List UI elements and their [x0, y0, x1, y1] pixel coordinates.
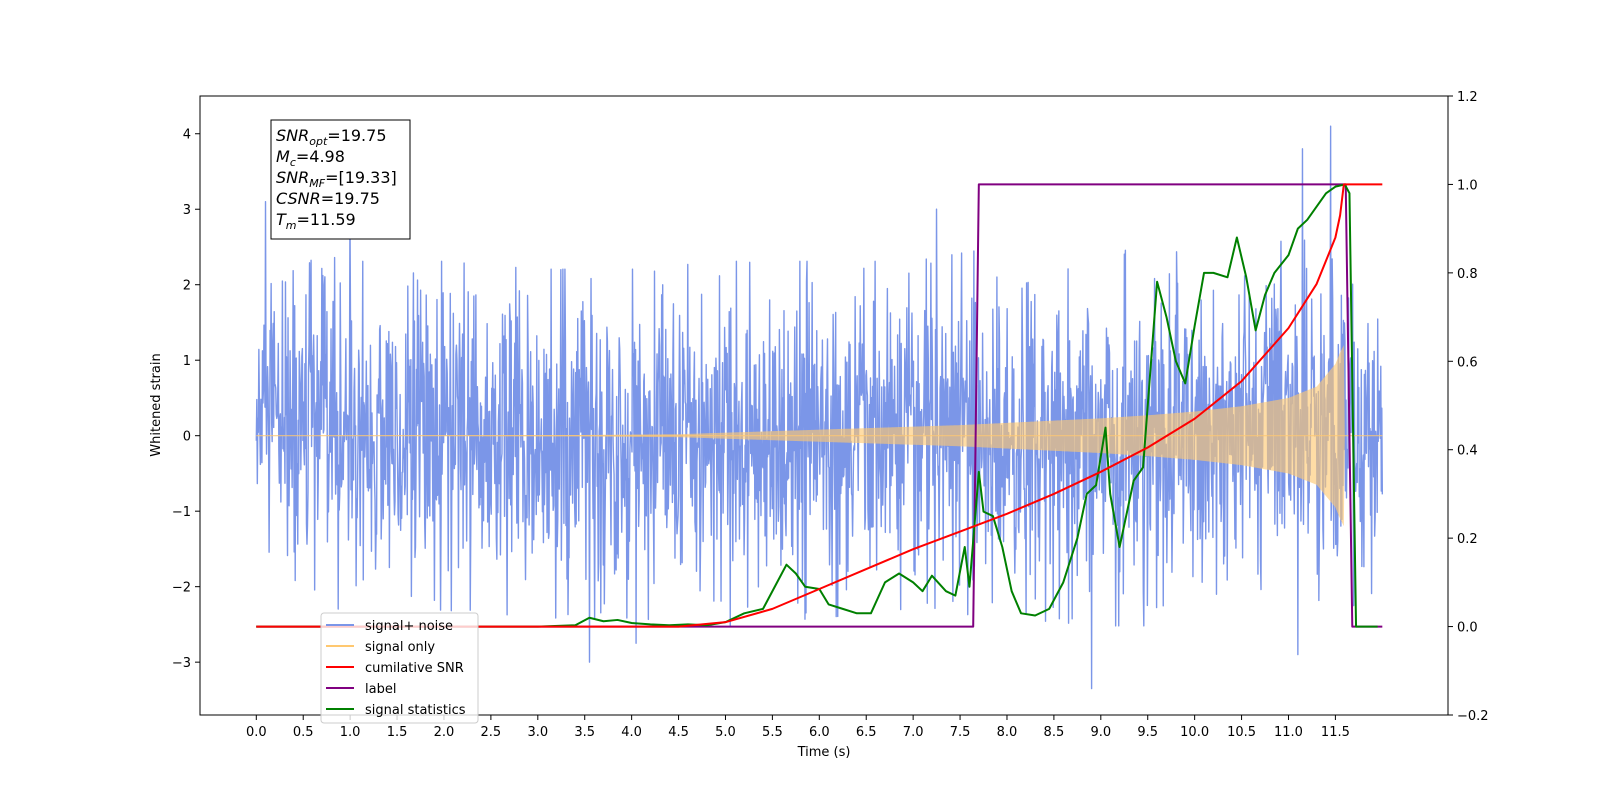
- legend-label: label: [365, 682, 396, 697]
- x-tick-label: 8.5: [1044, 725, 1065, 740]
- x-tick-label: 9.5: [1137, 725, 1158, 740]
- series-signal-statistics: [256, 183, 1378, 628]
- right-y-tick-label: −0.2: [1457, 709, 1489, 724]
- x-tick-label: 11.0: [1274, 725, 1303, 740]
- x-tick-label: 2.0: [434, 725, 455, 740]
- annotation-symbol: SNR: [276, 168, 309, 187]
- right-y-tick-label: 0.0: [1457, 621, 1478, 636]
- right-y-tick-label: 0.8: [1457, 267, 1478, 282]
- left-y-tick-label: 4: [183, 128, 191, 143]
- x-tick-label: 0.0: [246, 725, 267, 740]
- right-y-tick-label: 1.2: [1457, 90, 1478, 105]
- right-y-axis-ticks: −0.2 0.0 0.2 0.4 0.6 0.8 1.0 1.2: [1448, 90, 1489, 724]
- y-axis-label: Whitened strain: [149, 353, 164, 456]
- right-y-tick-label: 1.0: [1457, 178, 1478, 193]
- x-tick-label: 0.5: [293, 725, 314, 740]
- left-y-tick-label: −2: [172, 581, 191, 596]
- annotation-symbol: T: [276, 210, 287, 229]
- legend: signal+ noise signal only cumilative SNR la…: [320, 612, 479, 724]
- annotation-line: Mc=4.98: [276, 147, 345, 169]
- legend-label: cumilative SNR: [365, 661, 464, 676]
- plot-frame: [199, 95, 1449, 716]
- legend-label: signal statistics: [365, 703, 466, 718]
- annotation-symbol: M: [276, 147, 290, 166]
- annotation-line: Tm=11.59: [276, 210, 356, 232]
- annotation-value: =19.75: [327, 126, 386, 145]
- left-y-tick-label: −3: [172, 656, 191, 671]
- plot-series-layer: [255, 125, 1384, 690]
- x-tick-label: 2.5: [481, 725, 502, 740]
- x-tick-label: 7.0: [903, 725, 924, 740]
- x-tick-label: 3.0: [527, 725, 548, 740]
- x-tick-label: 1.0: [340, 725, 361, 740]
- x-tick-label: 4.5: [668, 725, 689, 740]
- x-tick-label: 10.5: [1227, 725, 1256, 740]
- annotation-value: =[19.33]: [325, 168, 397, 187]
- x-tick-label: 7.5: [950, 725, 971, 740]
- right-y-tick-label: 0.4: [1457, 444, 1478, 459]
- annotation-line: SNRopt=19.75: [276, 126, 387, 148]
- annotation-subscript: m: [286, 219, 297, 232]
- legend-label: signal+ noise: [365, 619, 453, 634]
- annotation-value: =4.98: [296, 147, 345, 166]
- left-y-tick-label: 3: [183, 203, 191, 218]
- left-y-tick-label: 2: [183, 279, 191, 294]
- annotation-subscript: MF: [309, 177, 325, 190]
- x-axis-label: Time (s): [797, 745, 851, 760]
- left-y-tick-label: 1: [183, 354, 191, 369]
- annotation-subscript: c: [290, 156, 296, 169]
- x-tick-label: 11.5: [1321, 725, 1350, 740]
- x-tick-label: 9.0: [1090, 725, 1111, 740]
- right-y-tick-label: 0.2: [1457, 532, 1478, 547]
- annotation-value: =19.75: [321, 189, 380, 208]
- x-axis-ticks: 0.0 0.5 1.0 1.5 2.0 2.5 3.0 3.5 4.0 4.5 5.0 5.5 6.0 6…: [246, 715, 1350, 740]
- annotation-subscript: opt: [309, 135, 328, 148]
- left-y-tick-label: −1: [172, 505, 191, 520]
- x-tick-label: 8.0: [997, 725, 1018, 740]
- x-tick-label: 6.0: [809, 725, 830, 740]
- annotation-symbol: CSNR: [276, 189, 321, 208]
- legend-frame: [320, 612, 479, 724]
- series-cumilative-snr: [256, 183, 1383, 628]
- annotation-value: =11.59: [297, 210, 356, 229]
- x-tick-label: 6.5: [856, 725, 877, 740]
- legend-label: signal only: [365, 640, 435, 655]
- x-tick-label: 4.0: [621, 725, 642, 740]
- right-y-tick-label: 0.6: [1457, 355, 1478, 370]
- x-tick-label: 1.5: [387, 725, 408, 740]
- x-tick-label: 10.0: [1180, 725, 1209, 740]
- x-tick-label: 5.0: [715, 725, 736, 740]
- annotation-symbol: SNR: [276, 126, 309, 145]
- left-y-axis-ticks: −3 −2 −1 0 1 2 3 4: [172, 128, 200, 671]
- axes-frame: [199, 95, 1449, 716]
- left-y-tick-label: 0: [183, 430, 191, 445]
- x-tick-label: 5.5: [762, 725, 783, 740]
- annotation-line: CSNR=19.75: [276, 189, 380, 208]
- annotation-frame: [270, 119, 411, 240]
- annotation-line: SNRMF=[19.33]: [276, 168, 397, 190]
- annotation-box: SNRopt=19.75Mc=4.98SNRMF=[19.33]CSNR=19.…: [270, 119, 411, 240]
- x-tick-label: 3.5: [574, 725, 595, 740]
